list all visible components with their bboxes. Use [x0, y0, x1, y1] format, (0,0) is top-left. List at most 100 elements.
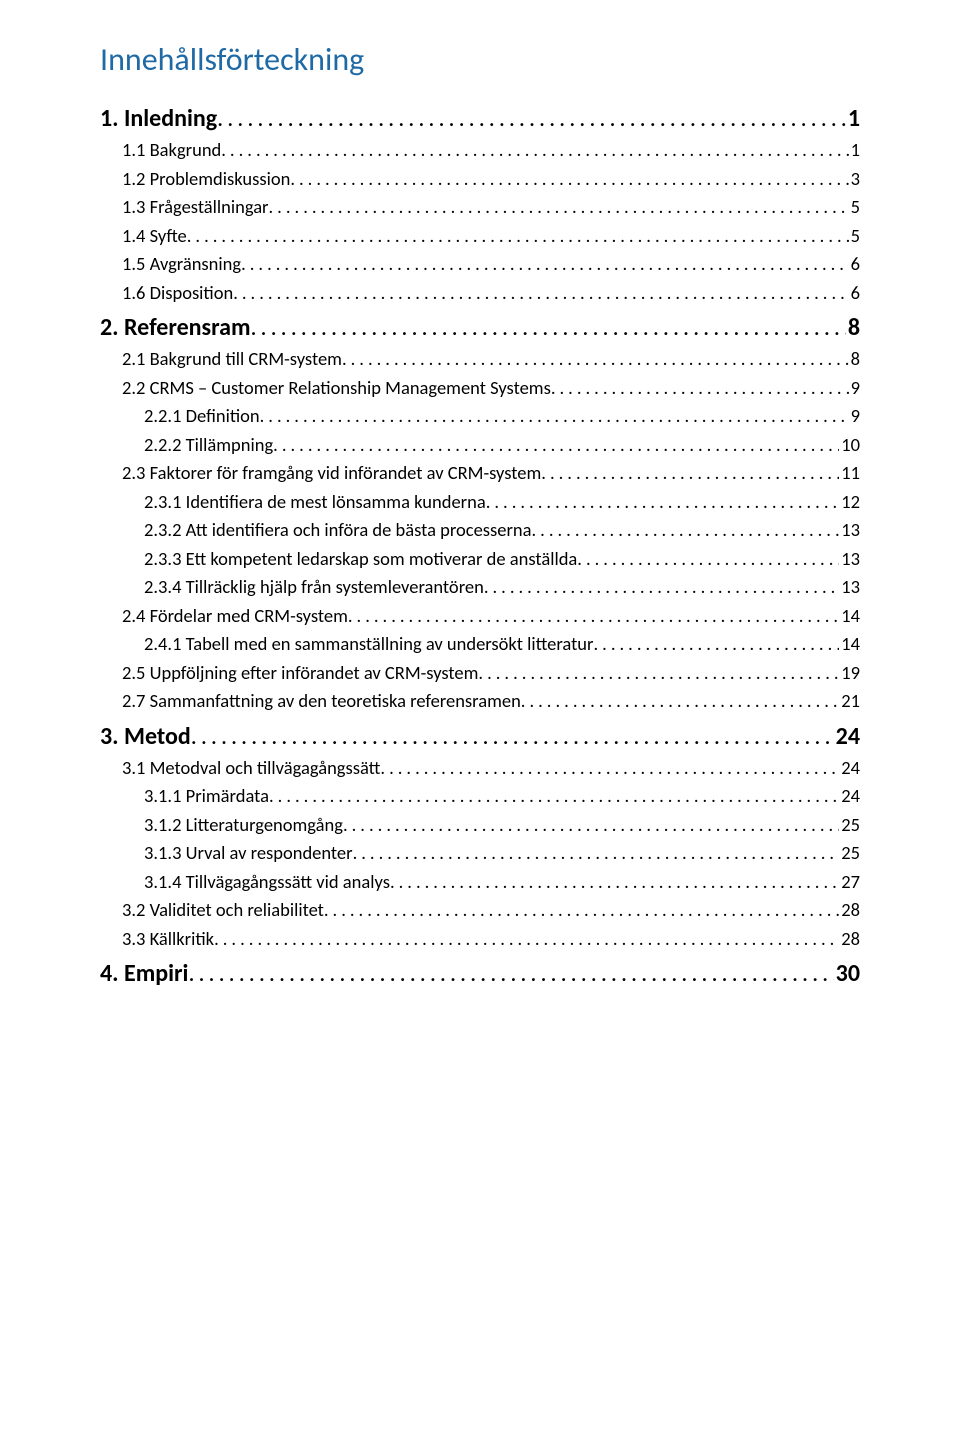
toc-entry[interactable]: 2.7 Sammanfattning av den teoretiska ref… [100, 692, 860, 711]
toc-entry[interactable]: 1.1 Bakgrund............................… [100, 141, 860, 160]
toc-entry-label: 1.5 Avgränsning [122, 255, 241, 274]
toc-entry[interactable]: 1.4 Syfte...............................… [100, 227, 860, 246]
toc-entry[interactable]: 3.1 Metodval och tillvägagångssätt......… [100, 759, 860, 778]
toc-entry-label: 2. Referensram [100, 316, 251, 340]
toc-leader-dots: ........................................… [290, 170, 848, 189]
toc-leader-dots: ........................................… [269, 198, 849, 217]
toc-entry[interactable]: 2.2.2 Tillämpning.......................… [100, 436, 860, 455]
toc-entry[interactable]: 2.2 CRMS – Customer Relationship Managem… [100, 379, 860, 398]
toc-entry[interactable]: 3.1.4 Tillvägagångssätt vid analys......… [100, 873, 860, 892]
toc-title: Innehållsförteckning [100, 40, 860, 79]
toc-entry-page: 27 [839, 873, 860, 892]
toc-entry[interactable]: 2.5 Uppföljning efter införandet av CRM-… [100, 664, 860, 683]
toc-entry-page: 24 [834, 725, 860, 749]
toc-leader-dots: ........................................… [486, 493, 840, 512]
toc-leader-dots: ........................................… [390, 873, 839, 892]
toc-list: 1. Inledning............................… [100, 107, 860, 986]
toc-entry-label: 3.1 Metodval och tillvägagångssätt [122, 759, 380, 778]
toc-entry[interactable]: 2.1 Bakgrund till CRM-system............… [100, 350, 860, 369]
toc-entry-label: 1.4 Syfte [122, 227, 187, 246]
toc-leader-dots: ........................................… [221, 141, 848, 160]
toc-entry[interactable]: 1.6 Disposition.........................… [100, 284, 860, 303]
toc-entry-page: 8 [846, 316, 860, 340]
toc-entry-page: 30 [834, 962, 860, 986]
toc-entry-page: 12 [839, 493, 860, 512]
toc-entry-page: 25 [839, 844, 860, 863]
toc-entry-label: 2.4.1 Tabell med en sammanställning av u… [144, 635, 593, 654]
toc-entry-page: 19 [839, 664, 860, 683]
toc-entry[interactable]: 3.3 Källkritik..........................… [100, 930, 860, 949]
toc-leader-dots: ........................................… [342, 350, 849, 369]
toc-entry-page: 8 [849, 350, 860, 369]
toc-leader-dots: ........................................… [251, 316, 846, 340]
toc-leader-dots: ........................................… [260, 407, 849, 426]
toc-leader-dots: ........................................… [343, 816, 839, 835]
toc-entry-page: 13 [839, 578, 860, 597]
toc-entry-label: 3.1.1 Primärdata [144, 787, 269, 806]
toc-entry-page: 28 [839, 901, 860, 920]
toc-entry-label: 2.2.1 Definition [144, 407, 260, 426]
toc-leader-dots: ........................................… [521, 692, 839, 711]
toc-entry[interactable]: 2.3 Faktorer för framgång vid införandet… [100, 464, 860, 483]
toc-entry[interactable]: 2.4.1 Tabell med en sammanställning av u… [100, 635, 860, 654]
toc-entry-label: 2.1 Bakgrund till CRM-system [122, 350, 342, 369]
toc-entry[interactable]: 2.3.2 Att identifiera och införa de bäst… [100, 521, 860, 540]
toc-entry[interactable]: 2.3.1 Identifiera de mest lönsamma kunde… [100, 493, 860, 512]
toc-entry[interactable]: 2. Referensram..........................… [100, 316, 860, 340]
toc-leader-dots: ........................................… [191, 725, 834, 749]
toc-entry-page: 13 [839, 550, 860, 569]
toc-leader-dots: ........................................… [269, 787, 839, 806]
toc-entry[interactable]: 2.3.4 Tillräcklig hjälp från systemlever… [100, 578, 860, 597]
toc-entry-label: 4. Empiri [100, 962, 188, 986]
toc-entry[interactable]: 3.1.2 Litteraturgenomgång...............… [100, 816, 860, 835]
toc-entry[interactable]: 1.5 Avgränsning.........................… [100, 255, 860, 274]
toc-leader-dots: ........................................… [233, 284, 848, 303]
toc-leader-dots: ........................................… [484, 578, 839, 597]
toc-entry[interactable]: 1. Inledning............................… [100, 107, 860, 131]
toc-entry-label: 1. Inledning [100, 107, 217, 131]
toc-entry[interactable]: 1.3 Frågeställningar....................… [100, 198, 860, 217]
toc-entry[interactable]: 2.4 Fördelar med CRM-system.............… [100, 607, 860, 626]
toc-entry-page: 9 [849, 407, 860, 426]
toc-entry-label: 2.3.3 Ett kompetent ledarskap som motive… [144, 550, 577, 569]
toc-entry-page: 1 [849, 141, 860, 160]
toc-entry-label: 3.3 Källkritik [122, 930, 214, 949]
toc-entry-page: 14 [839, 635, 860, 654]
toc-entry-page: 24 [839, 759, 860, 778]
toc-entry[interactable]: 3.2 Validitet och reliabilitet..........… [100, 901, 860, 920]
toc-entry-label: 1.6 Disposition [122, 284, 233, 303]
toc-entry-page: 6 [849, 255, 860, 274]
toc-entry-page: 14 [839, 607, 860, 626]
toc-entry-page: 28 [839, 930, 860, 949]
toc-leader-dots: ........................................… [532, 521, 840, 540]
toc-entry[interactable]: 3. Metod................................… [100, 725, 860, 749]
toc-entry-label: 3. Metod [100, 725, 191, 749]
toc-entry-label: 3.2 Validitet och reliabilitet [122, 901, 324, 920]
toc-leader-dots: ........................................… [217, 107, 846, 131]
toc-entry[interactable]: 2.3.3 Ett kompetent ledarskap som motive… [100, 550, 860, 569]
toc-entry-page: 6 [849, 284, 860, 303]
toc-entry-page: 21 [839, 692, 860, 711]
toc-leader-dots: ........................................… [348, 607, 839, 626]
toc-leader-dots: ........................................… [478, 664, 839, 683]
toc-entry-page: 25 [839, 816, 860, 835]
toc-entry[interactable]: 1.2 Problemdiskussion...................… [100, 170, 860, 189]
toc-entry-label: 2.7 Sammanfattning av den teoretiska ref… [122, 692, 521, 711]
toc-entry-page: 11 [839, 464, 860, 483]
toc-entry-label: 2.2 CRMS – Customer Relationship Managem… [122, 379, 551, 398]
toc-leader-dots: ........................................… [273, 436, 839, 455]
toc-entry[interactable]: 4. Empiri...............................… [100, 962, 860, 986]
toc-leader-dots: ........................................… [541, 464, 839, 483]
toc-entry-label: 2.3.1 Identifiera de mest lönsamma kunde… [144, 493, 486, 512]
toc-entry-page: 3 [849, 170, 860, 189]
toc-entry[interactable]: 3.1.1 Primärdata........................… [100, 787, 860, 806]
toc-leader-dots: ........................................… [593, 635, 839, 654]
toc-entry[interactable]: 2.2.1 Definition........................… [100, 407, 860, 426]
toc-entry-label: 1.2 Problemdiskussion [122, 170, 290, 189]
toc-entry-label: 2.2.2 Tillämpning [144, 436, 273, 455]
toc-leader-dots: ........................................… [241, 255, 849, 274]
toc-entry[interactable]: 3.1.3 Urval av respondenter.............… [100, 844, 860, 863]
toc-leader-dots: ........................................… [214, 930, 839, 949]
toc-entry-label: 1.3 Frågeställningar [122, 198, 269, 217]
toc-leader-dots: ........................................… [380, 759, 839, 778]
